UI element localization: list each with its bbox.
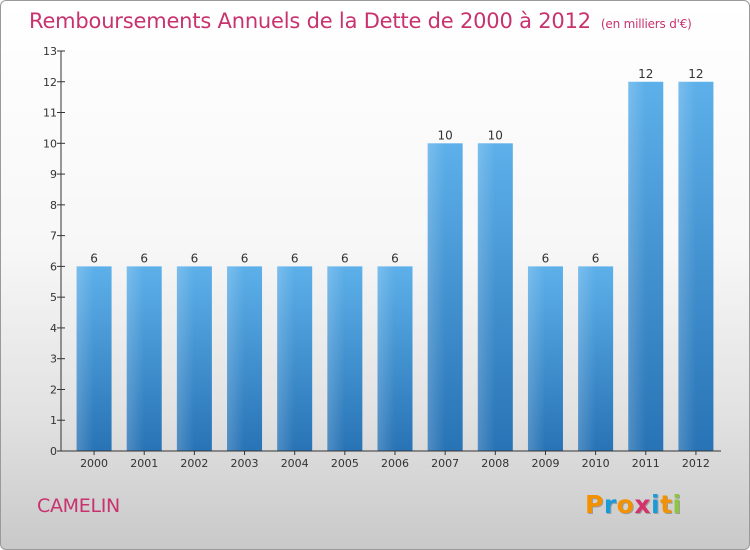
bar-highlight-2011: [628, 81, 646, 452]
y-tick-label-1: 1: [50, 414, 57, 427]
x-tick-label-2008: 2008: [481, 457, 509, 470]
data-label-2008: 10: [488, 128, 503, 142]
data-label-2011: 12: [638, 67, 653, 81]
commune-name: CAMELIN: [37, 495, 120, 517]
bar-highlight-2000: [76, 266, 95, 451]
bar-highlight-2007: [427, 143, 446, 452]
x-tick-label-2006: 2006: [381, 457, 409, 470]
y-tick-label-6: 6: [50, 260, 57, 273]
data-label-2000: 6: [90, 251, 98, 265]
proxiti-logo: Proxiti: [585, 490, 682, 519]
logo-letter: t: [660, 490, 673, 519]
x-tick-label-2001: 2001: [130, 457, 158, 470]
bar-highlight-2005: [327, 266, 345, 451]
axes-group: 2000 2001 2002 2003 2004 2005 2006 2007 2008 2009…: [43, 45, 721, 470]
x-tick-label-2009: 2009: [531, 457, 559, 470]
logo-letter: i: [672, 490, 682, 519]
logo-letter: P: [585, 490, 604, 519]
x-tick-label-2000: 2000: [80, 457, 108, 470]
data-label-2009: 6: [542, 251, 550, 265]
bar-highlight-2008: [477, 143, 496, 452]
y-tick-label-11: 11: [43, 107, 57, 120]
chart-title-text: Remboursements Annuels de la Dette de 20…: [29, 9, 591, 33]
x-tick-label-2005: 2005: [331, 457, 359, 470]
data-label-2003: 6: [241, 251, 249, 265]
data-label-2005: 6: [341, 251, 349, 265]
x-tick-label-2002: 2002: [180, 457, 208, 470]
logo-letter: i: [651, 490, 661, 519]
x-tick-label-2011: 2011: [632, 457, 660, 470]
bar-highlight-2004: [277, 266, 295, 451]
x-tick-label-2010: 2010: [582, 457, 610, 470]
data-label-2012: 12: [688, 67, 703, 81]
data-label-2010: 6: [592, 251, 600, 265]
data-label-2002: 6: [191, 251, 199, 265]
data-label-2001: 6: [140, 251, 148, 265]
bar-highlight-2006: [377, 266, 395, 451]
logo-letter: x: [634, 490, 651, 519]
y-tick-label-10: 10: [43, 137, 57, 150]
x-tick-label-2004: 2004: [281, 457, 309, 470]
y-tick-label-3: 3: [50, 353, 57, 366]
bar-highlight-2012: [678, 81, 696, 452]
bar-highlight-2003: [227, 266, 245, 451]
data-label-2006: 6: [391, 251, 399, 265]
unit-label: (en milliers d'€): [600, 17, 692, 31]
bar-highlight-2009: [527, 266, 546, 451]
chart-title: Remboursements Annuels de la Dette de 20…: [29, 9, 692, 33]
bar-highlight-2001: [126, 266, 145, 451]
y-tick-label-13: 13: [43, 45, 57, 58]
x-tick-label-2003: 2003: [231, 457, 259, 470]
data-label-2004: 6: [291, 251, 299, 265]
data-label-2007: 10: [438, 128, 453, 142]
y-tick-label-4: 4: [50, 322, 57, 335]
y-tick-label-5: 5: [50, 291, 57, 304]
bars-group: 6 6 6 6 6 6 6 10 10 6 6 12 12: [76, 67, 714, 452]
y-tick-label-9: 9: [50, 168, 57, 181]
y-tick-label-7: 7: [50, 230, 57, 243]
y-tick-label-12: 12: [43, 76, 57, 89]
logo-letter: r: [603, 490, 617, 519]
logo-letter: o: [616, 490, 635, 519]
y-tick-label-8: 8: [50, 199, 57, 212]
bar-highlight-2010: [578, 266, 596, 451]
y-tick-label-2: 2: [50, 383, 57, 396]
bar-highlight-2002: [176, 266, 195, 451]
y-tick-label-0: 0: [50, 445, 57, 458]
x-tick-label-2007: 2007: [431, 457, 459, 470]
x-tick-label-2012: 2012: [682, 457, 710, 470]
